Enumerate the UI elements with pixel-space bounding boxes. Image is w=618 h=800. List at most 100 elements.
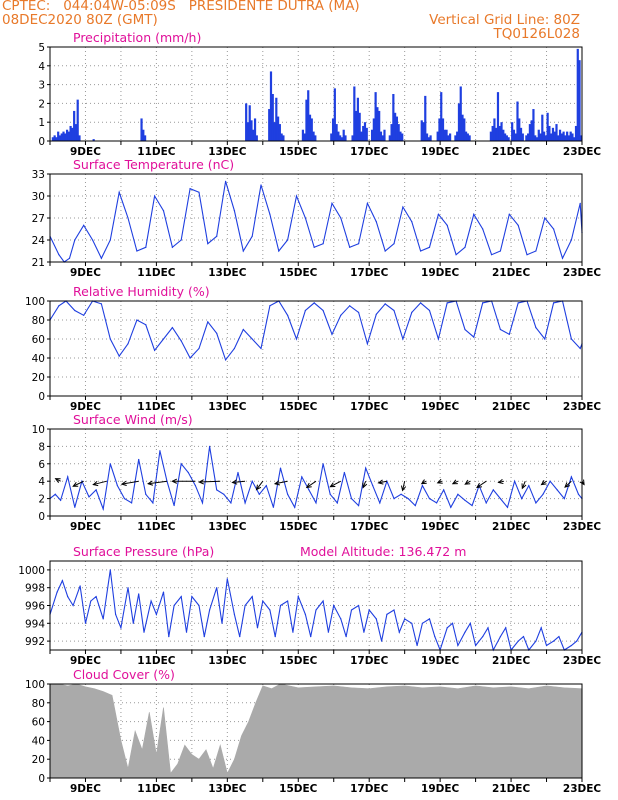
data-point	[372, 484, 374, 487]
data-point	[95, 596, 97, 598]
data-point	[492, 489, 494, 491]
data-point	[56, 591, 58, 593]
precip-bar	[532, 109, 535, 141]
header-datetime: 08DEC2020 80Z (GMT)	[2, 12, 158, 28]
precip-bar	[544, 135, 547, 141]
data-point	[102, 618, 104, 620]
data-point	[482, 228, 484, 230]
x-tick-label: 21DEC	[492, 521, 531, 533]
data-point	[162, 338, 165, 340]
precip-bar	[312, 131, 315, 141]
precip-bar	[493, 118, 496, 141]
x-tick-label: 11DEC	[137, 783, 176, 795]
y-tick-label: 20	[32, 372, 45, 384]
precip-bar	[512, 129, 516, 141]
data-point	[558, 636, 560, 638]
x-tick-label: 9DEC	[70, 267, 101, 279]
data-point	[118, 191, 120, 193]
precip-bar	[395, 116, 398, 141]
precip-bar	[555, 124, 558, 141]
y-tick-label: 40	[32, 735, 45, 747]
data-point	[428, 246, 431, 248]
precip-bar	[496, 92, 500, 141]
data-point	[72, 604, 74, 607]
data-point	[517, 224, 519, 226]
precip-bar	[564, 135, 567, 141]
precip-bar	[542, 131, 546, 141]
y-tick-label: 5	[38, 42, 45, 54]
data-point	[482, 636, 484, 638]
precip-bar	[548, 125, 551, 141]
data-point	[577, 493, 580, 495]
precip-bar	[381, 135, 384, 141]
y-tick-label: 40	[32, 353, 45, 365]
precip-bar	[466, 133, 469, 141]
data-point	[544, 338, 546, 340]
x-tick-label: 23DEC	[563, 521, 602, 533]
wind-arrowhead	[476, 482, 483, 489]
precip-bar	[69, 125, 72, 141]
data-point	[173, 504, 175, 507]
data-point	[514, 480, 516, 482]
data-point	[120, 627, 122, 629]
data-point	[198, 191, 200, 193]
precip-bar	[507, 137, 510, 141]
data-point	[171, 327, 173, 329]
data-point	[242, 328, 244, 331]
x-tick-label: 21DEC	[492, 146, 531, 158]
precip-bar	[269, 71, 273, 141]
data-point	[379, 502, 381, 504]
wind-arrowhead	[72, 482, 79, 487]
precip-bar	[342, 129, 345, 141]
precip-bar	[573, 137, 576, 141]
y-tick-label: 60	[32, 334, 45, 346]
wind-arrow	[378, 480, 388, 484]
y-tick-label: 20	[32, 754, 45, 766]
data-point	[508, 333, 510, 335]
precip-bar	[276, 116, 280, 141]
data-point	[570, 476, 572, 478]
precip-bar	[578, 60, 581, 141]
panel-3: Relative Humidity (%) 0 20 40 60 80 100 9DEC 11D…	[25, 284, 601, 413]
data-point	[505, 627, 507, 629]
data-point	[74, 239, 76, 241]
precip-bar	[445, 129, 448, 141]
data-point	[256, 627, 259, 629]
precip-bar	[353, 86, 356, 141]
data-point	[398, 631, 400, 633]
precip-bar	[64, 133, 67, 141]
data-point	[233, 210, 236, 212]
wind-arrow	[121, 480, 139, 485]
precip-bar	[275, 97, 278, 141]
data-point	[446, 627, 448, 629]
data-point	[553, 228, 555, 230]
x-tick-label: 9DEC	[70, 401, 101, 413]
precip-bar	[143, 135, 147, 141]
data-point	[221, 622, 223, 624]
precip-bar	[62, 131, 65, 141]
precip-bar	[535, 137, 539, 141]
precip-bar	[546, 112, 549, 141]
precip-bar	[534, 135, 537, 141]
y-tick-label: 30	[32, 191, 45, 203]
data-point	[384, 303, 386, 305]
data-point	[485, 502, 487, 504]
data-point	[482, 302, 484, 304]
precip-bar	[305, 99, 308, 141]
precip-bar	[456, 131, 459, 141]
data-point	[304, 309, 306, 312]
precip-bar	[519, 127, 523, 141]
data-point	[180, 463, 182, 465]
wind-arrowhead	[198, 479, 205, 485]
data-point	[173, 604, 175, 607]
data-point	[216, 489, 218, 491]
precip-bar	[567, 135, 571, 141]
data-point	[154, 349, 156, 351]
precip-bar	[142, 129, 145, 141]
precip-bar	[468, 135, 471, 141]
precip-bar	[454, 135, 457, 141]
x-tick-label: 17DEC	[350, 146, 389, 158]
data-point	[278, 250, 280, 252]
data-point	[203, 636, 205, 638]
precip-bar	[495, 127, 498, 141]
